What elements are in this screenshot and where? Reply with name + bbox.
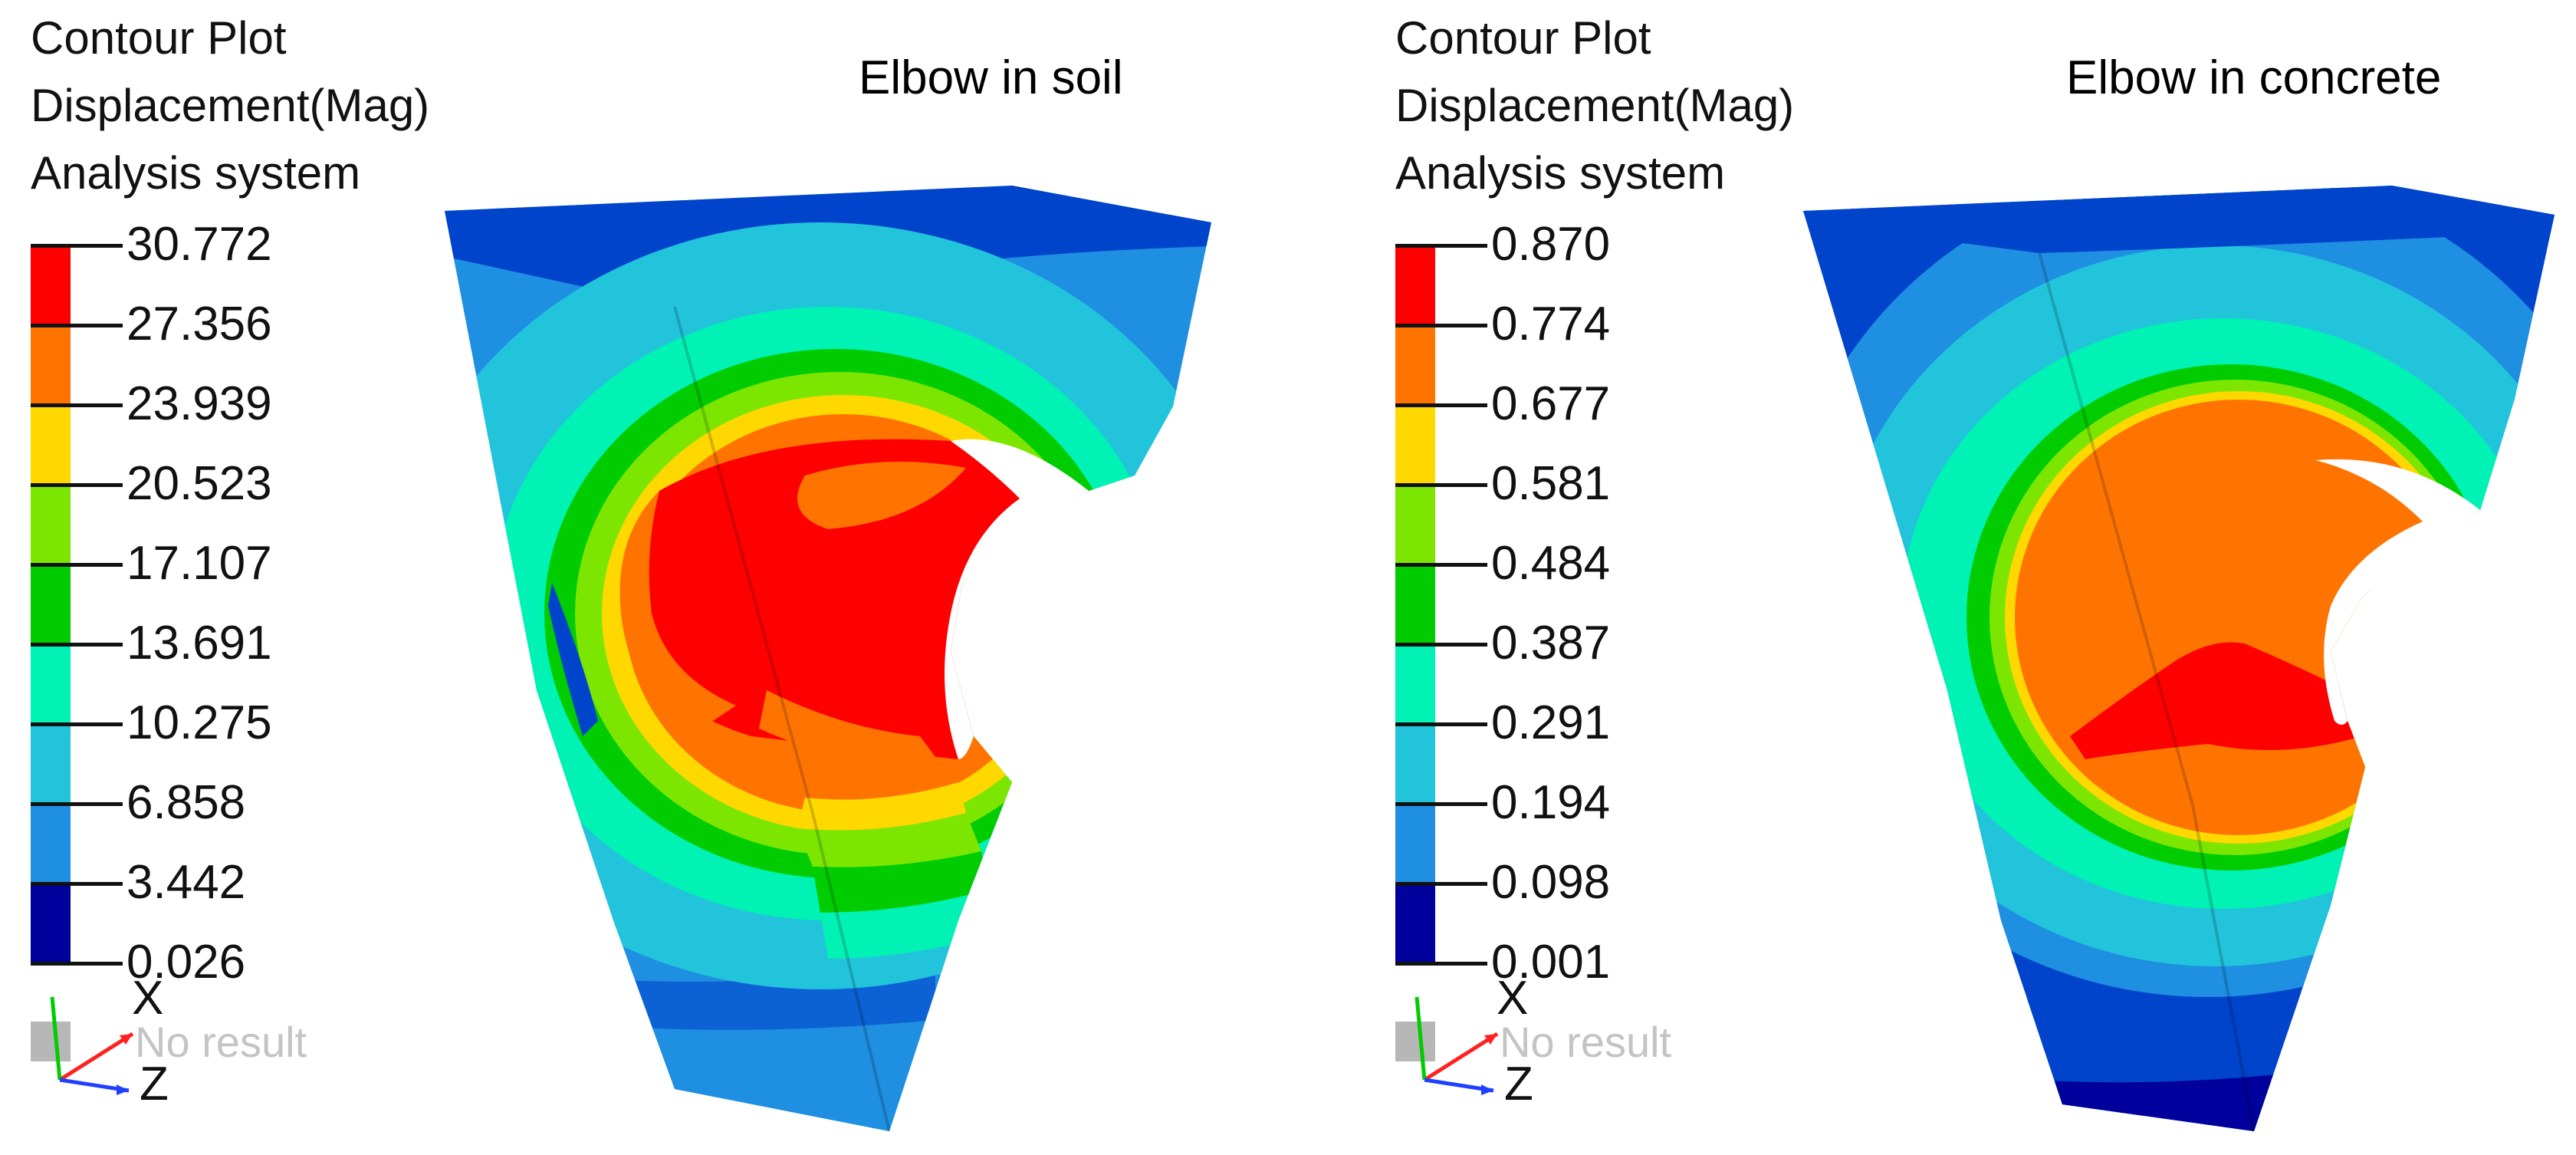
legend-tick <box>1395 563 1487 567</box>
legend-tick <box>31 643 123 647</box>
legend-band <box>1395 405 1435 485</box>
panel-concrete: Contour Plot Displacement(Mag) Analysis … <box>1365 0 2576 1155</box>
legend-value: 0.870 <box>1491 218 1611 271</box>
legend-value: 0.026 <box>127 936 246 989</box>
legend-tick <box>31 244 123 248</box>
axis-label-x: X <box>132 972 164 1025</box>
legend-value: 10.275 <box>127 696 272 749</box>
panel-title: Elbow in soil <box>859 51 1123 104</box>
legend-value: 0.387 <box>1491 617 1611 670</box>
legend-band <box>31 485 71 564</box>
legend-tick <box>31 324 123 327</box>
legend-value: 3.442 <box>127 856 246 909</box>
axis-label-z: Z <box>140 1058 169 1111</box>
no-result-swatch <box>31 1022 71 1061</box>
legend-value: 23.939 <box>127 377 272 430</box>
header-line-result-type: Displacement(Mag) <box>1395 80 1795 131</box>
legend-tick <box>1395 722 1487 726</box>
legend-tick <box>1395 882 1487 886</box>
no-result-swatch <box>1395 1022 1435 1061</box>
legend-band <box>1395 245 1435 325</box>
legend-tick <box>1395 802 1487 806</box>
elbow-concrete-contour-model <box>1803 186 2555 1131</box>
legend-band <box>1395 644 1435 724</box>
legend-value: 0.194 <box>1491 776 1611 829</box>
axis-triad-icon <box>1414 996 1499 1095</box>
legend-band <box>1395 724 1435 804</box>
header-line-system: Analysis system <box>31 147 361 199</box>
legend-tick <box>31 802 123 806</box>
no-result-label: No result <box>1500 1018 1672 1066</box>
legend-tick <box>31 722 123 726</box>
legend-band <box>31 644 71 724</box>
contour-legend: 30.772 27.356 23.939 20.523 17.107 13.69… <box>31 221 353 986</box>
legend-band <box>1395 564 1435 644</box>
plot-header: Contour Plot Displacement(Mag) Analysis … <box>31 5 429 207</box>
legend-band <box>31 804 71 884</box>
legend-value: 0.677 <box>1491 377 1611 430</box>
legend-tick <box>1395 643 1487 647</box>
legend-band <box>31 245 71 325</box>
legend-band <box>1395 884 1435 963</box>
legend-value: 17.107 <box>127 537 272 590</box>
legend-value: 0.774 <box>1491 298 1611 350</box>
legend-value: 0.098 <box>1491 856 1611 909</box>
legend-tick <box>1395 244 1487 248</box>
legend-value: 0.581 <box>1491 457 1611 510</box>
axis-triad-icon <box>50 996 134 1095</box>
legend-band <box>31 724 71 804</box>
legend-value: 13.691 <box>127 617 272 670</box>
header-line-plot-type: Contour Plot <box>31 12 287 64</box>
legend-tick <box>31 403 123 407</box>
legend-tick <box>1395 962 1487 966</box>
legend-band <box>31 325 71 405</box>
panel-title: Elbow in concrete <box>2066 51 2442 104</box>
legend-band <box>31 884 71 963</box>
legend-tick <box>31 962 123 966</box>
legend-value: 0.484 <box>1491 537 1611 590</box>
axis-label-x: X <box>1497 972 1529 1025</box>
legend-tick <box>1395 324 1487 327</box>
header-line-plot-type: Contour Plot <box>1395 12 1651 64</box>
legend-tick <box>31 563 123 567</box>
legend-value: 0.001 <box>1491 936 1611 989</box>
legend-value: 27.356 <box>127 298 272 350</box>
plot-header: Contour Plot Displacement(Mag) Analysis … <box>1395 5 1794 207</box>
contour-legend: 0.870 0.774 0.677 0.581 0.484 0.387 0.29… <box>1395 221 1717 986</box>
header-line-system: Analysis system <box>1395 147 1726 199</box>
no-result-label: No result <box>135 1018 307 1066</box>
elbow-soil-contour-model <box>445 186 1211 1131</box>
legend-tick <box>1395 403 1487 407</box>
legend-tick <box>1395 483 1487 487</box>
legend-band <box>31 564 71 644</box>
legend-value: 20.523 <box>127 457 272 510</box>
axis-label-z: Z <box>1504 1058 1533 1111</box>
legend-value: 6.858 <box>127 776 246 829</box>
legend-band <box>1395 804 1435 884</box>
legend-tick <box>31 882 123 886</box>
legend-band <box>31 405 71 485</box>
legend-tick <box>31 483 123 487</box>
legend-band <box>1395 485 1435 564</box>
panel-soil: Contour Plot Displacement(Mag) Analysis … <box>31 5 1211 1131</box>
header-line-result-type: Displacement(Mag) <box>31 80 430 131</box>
legend-value: 0.291 <box>1491 696 1611 749</box>
legend-band <box>1395 325 1435 405</box>
legend-value: 30.772 <box>127 218 272 271</box>
